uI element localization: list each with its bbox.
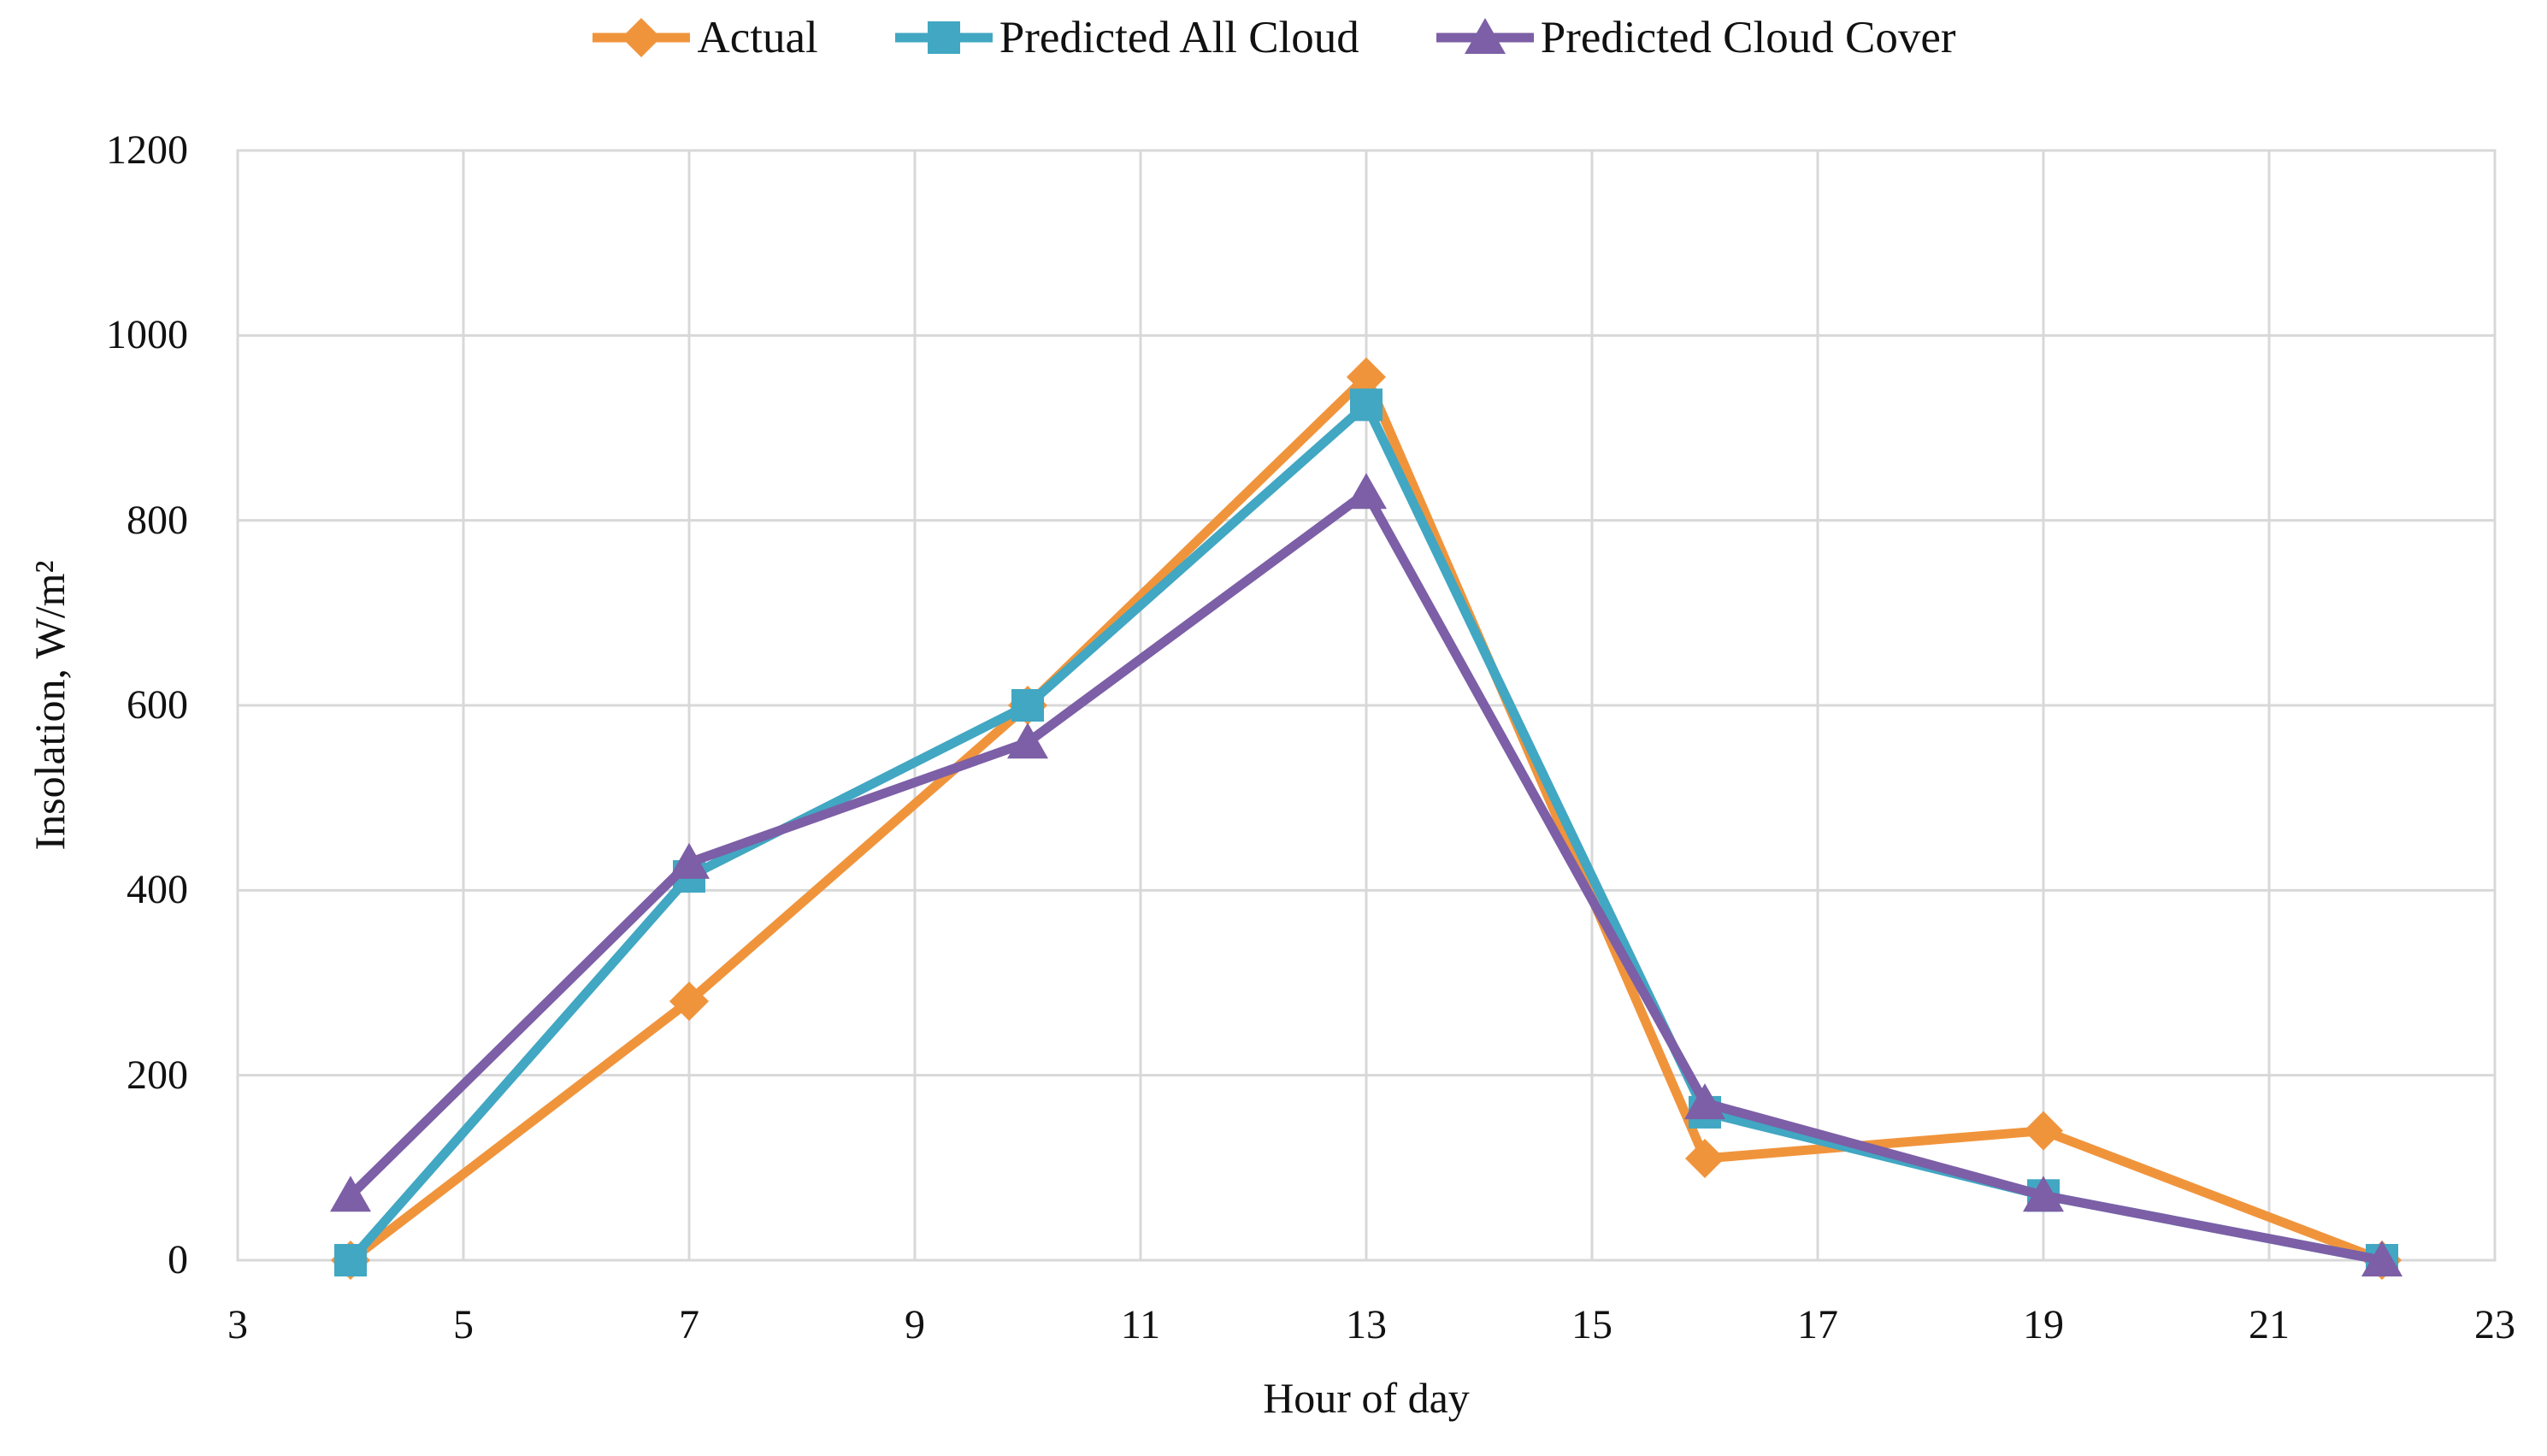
- legend-item-actual: Actual: [591, 12, 818, 63]
- legend-label-actual: Actual: [697, 13, 818, 62]
- x-axis-title: Hour of day: [1263, 1374, 1470, 1422]
- x-tick-label-15: 15: [1571, 1302, 1613, 1347]
- y-tick-label-400: 400: [127, 867, 188, 913]
- triangle-marker-icon: [2361, 1241, 2403, 1276]
- x-tick-label-5: 5: [453, 1302, 474, 1347]
- diamond-legend-marker-icon: [593, 18, 691, 57]
- x-tick-label-23: 23: [2474, 1302, 2515, 1347]
- triangle-marker-icon: [1007, 722, 1048, 759]
- x-tick-label-17: 17: [1797, 1302, 1838, 1347]
- legend-item-predicted-all-cloud: Predicted All Cloud: [893, 12, 1359, 63]
- triangle-marker-icon: [2023, 1176, 2064, 1212]
- y-tick-label-0: 0: [168, 1237, 188, 1282]
- y-tick-label-200: 200: [127, 1052, 188, 1098]
- diamond-marker-icon: [622, 18, 662, 57]
- triangle-marker-icon: [1684, 1083, 1725, 1120]
- legend-item-predicted-cloud-cover: Predicted Cloud Cover: [1435, 12, 1956, 63]
- chart-legend: Actual Predicted All Cloud Predicted Cloud…: [0, 12, 2547, 63]
- square-marker-icon: [1350, 388, 1383, 421]
- x-tick-label-7: 7: [679, 1302, 699, 1347]
- legend-label-predicted-cloud-cover: Predicted Cloud Cover: [1540, 13, 1956, 62]
- diamond-marker-icon: [669, 981, 709, 1022]
- triangle-marker-icon: [330, 1176, 371, 1212]
- x-tick-label-19: 19: [2023, 1302, 2064, 1347]
- x-tick-label-13: 13: [1346, 1302, 1387, 1347]
- y-axis-title: Insolation, W/m²: [26, 560, 74, 851]
- square-legend-marker-icon: [894, 21, 993, 54]
- y-tick-label-600: 600: [127, 682, 188, 728]
- diamond-marker-icon: [1685, 1139, 1725, 1179]
- square-marker-icon: [927, 21, 960, 54]
- triangle-marker-icon: [1346, 473, 1387, 510]
- diamond-marker-icon: [1347, 357, 1386, 398]
- x-tick-label-9: 9: [905, 1302, 925, 1347]
- triangle-marker-icon: [669, 842, 710, 879]
- y-tick-label-1000: 1000: [106, 312, 188, 358]
- square-marker-icon: [334, 1244, 367, 1276]
- triangle-marker-icon: [1464, 18, 1506, 54]
- plot-border: [236, 149, 2497, 1262]
- y-tick-label-800: 800: [127, 497, 188, 543]
- y-tick-label-1200: 1200: [106, 127, 188, 173]
- square-marker-icon: [1011, 689, 1044, 722]
- legend-label-predicted-all-cloud: Predicted All Cloud: [999, 13, 1359, 62]
- diamond-marker-icon: [2024, 1111, 2063, 1151]
- triangle-legend-marker-icon: [1436, 18, 1534, 54]
- x-tick-label-11: 11: [1120, 1302, 1161, 1347]
- x-tick-label-21: 21: [2249, 1302, 2290, 1347]
- x-tick-label-3: 3: [227, 1302, 248, 1347]
